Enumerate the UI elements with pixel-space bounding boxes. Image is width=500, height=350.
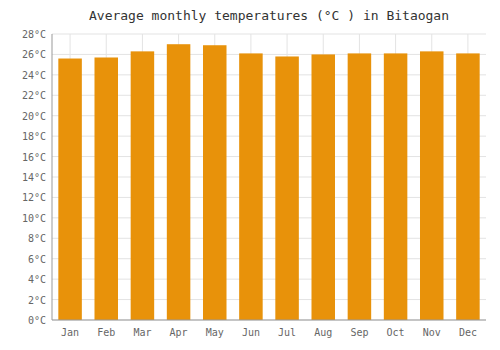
y-axis-line [52, 34, 53, 320]
axes: 0°C 2°C 4°C 6°C 8°C 10°C 12°C 14°C 16°C 18°C 20°C 2… [22, 29, 477, 338]
x-tick-label: Nov [423, 327, 441, 338]
bars [58, 44, 479, 320]
bar [348, 53, 372, 320]
bar [384, 53, 408, 320]
x-tick-label: Dec [459, 327, 477, 338]
chart-container: 0°C 2°C 4°C 6°C 8°C 10°C 12°C 14°C 16°C 18°C 20°C 2… [0, 0, 500, 350]
grid [52, 34, 486, 320]
x-tick-label: Jun [242, 327, 260, 338]
bar [131, 51, 155, 320]
y-grid-line [52, 34, 486, 35]
y-tick-label: 4°C [28, 274, 46, 285]
bar [203, 45, 227, 320]
y-tick-label: 22°C [22, 90, 46, 101]
x-tick-label: Oct [387, 327, 405, 338]
x-tick-label: Mar [133, 327, 151, 338]
bar [239, 53, 263, 320]
x-tick-label: Aug [314, 327, 332, 338]
bar [275, 56, 299, 320]
x-tick-label: May [206, 327, 224, 338]
y-tick-label: 16°C [22, 152, 46, 163]
y-tick-label: 12°C [22, 192, 46, 203]
chart: 0°C 2°C 4°C 6°C 8°C 10°C 12°C 14°C 16°C 18°C 20°C 2… [0, 0, 500, 350]
x-axis-line [52, 320, 486, 321]
x-tick-label: Jul [278, 327, 296, 338]
bar [456, 53, 480, 320]
bar [167, 44, 191, 320]
x-tick-label: Sep [350, 327, 368, 338]
y-tick-label: 20°C [22, 111, 46, 122]
bar [58, 59, 82, 320]
x-tick-label: Apr [170, 327, 188, 338]
x-tick-label: Feb [97, 327, 115, 338]
bar [94, 57, 118, 320]
y-tick-label: 24°C [22, 70, 46, 81]
y-tick-label: 14°C [22, 172, 46, 183]
y-tick-label: 28°C [22, 29, 46, 40]
y-tick-label: 18°C [22, 131, 46, 142]
bar [311, 54, 335, 320]
bar [420, 51, 444, 320]
y-tick-label: 26°C [22, 49, 46, 60]
title: Average monthly temperatures (°C ) in Bi… [89, 8, 449, 23]
y-tick-label: 6°C [28, 254, 46, 265]
y-grid-line [52, 320, 486, 321]
y-tick-label: 8°C [28, 233, 46, 244]
y-tick-label: 0°C [28, 315, 46, 326]
y-tick-label: 2°C [28, 295, 46, 306]
x-tick-label: Jan [61, 327, 79, 338]
y-tick-label: 10°C [22, 213, 46, 224]
